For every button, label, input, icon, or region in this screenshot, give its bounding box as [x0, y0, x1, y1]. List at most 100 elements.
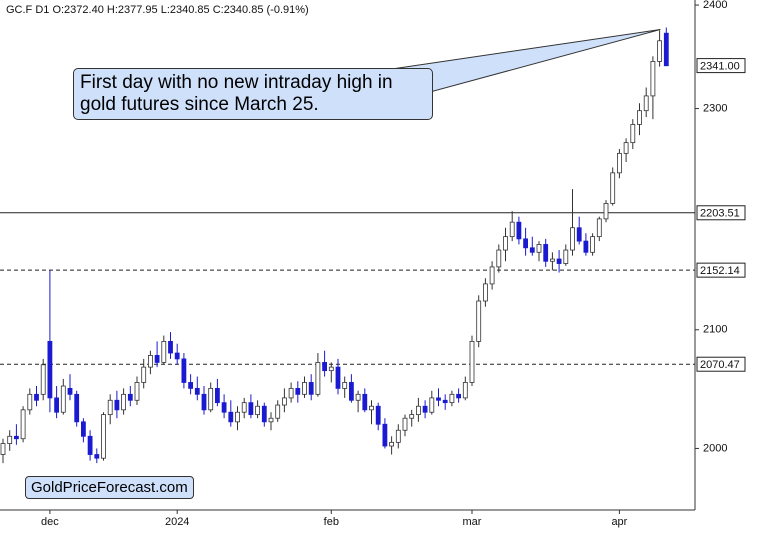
candle-body	[295, 387, 301, 395]
candle-body	[482, 283, 488, 302]
x-tick-label: 2024	[165, 516, 189, 528]
candle-body	[576, 227, 582, 242]
candle-body	[322, 362, 328, 372]
candle-body	[369, 405, 374, 411]
candle-body	[60, 385, 66, 413]
candle-body	[543, 244, 549, 262]
candle-body	[188, 382, 194, 389]
level-label-box	[696, 205, 746, 221]
candle-body	[54, 397, 59, 413]
candle-body	[556, 258, 562, 264]
candle-body	[355, 393, 361, 401]
candle-body	[214, 387, 220, 404]
candle-body	[603, 203, 609, 220]
candle-body	[583, 240, 589, 253]
candle-body	[663, 32, 669, 67]
candle-body	[436, 397, 441, 401]
candle-body	[121, 393, 126, 411]
candle-body	[47, 340, 53, 399]
candle-body	[40, 364, 46, 395]
chart-header: GC.F D1 O:2372.40 H:2377.95 L:2340.85 C:…	[6, 4, 309, 16]
candle-body	[20, 409, 26, 440]
candle-body	[228, 411, 234, 423]
candle-body	[382, 423, 388, 447]
candle-body	[623, 142, 629, 154]
candle-body	[201, 393, 207, 411]
candle-body	[34, 393, 39, 401]
candle-body	[7, 435, 13, 444]
candle-body	[168, 340, 173, 354]
candle-body	[516, 221, 522, 240]
candle-body	[375, 405, 381, 425]
candle-body	[469, 340, 475, 383]
candle-body	[181, 358, 187, 383]
candle-body	[449, 393, 455, 404]
level-label: 2203.51	[700, 208, 740, 220]
candle-body	[596, 218, 602, 238]
candle-body	[27, 393, 33, 411]
candle-body	[590, 236, 595, 253]
candle-body	[348, 382, 354, 401]
candle-body	[630, 124, 636, 144]
candle-body	[402, 417, 408, 431]
candle-body	[476, 300, 482, 342]
candle-body	[563, 249, 569, 264]
candle-body	[281, 397, 287, 406]
candle-body	[389, 441, 395, 447]
last-price-box	[696, 58, 746, 74]
candle-body	[94, 454, 100, 459]
candle-body	[147, 354, 153, 368]
x-tick-label: dec	[41, 516, 59, 528]
last-price-label: 2341.00	[700, 60, 740, 72]
candle-body	[194, 387, 200, 395]
candle-body	[657, 40, 662, 62]
candle-body	[248, 402, 254, 416]
candle-body	[429, 397, 435, 413]
level-label: 2070.47	[700, 359, 740, 371]
level-label: 2152.14	[700, 265, 740, 277]
candle-body	[174, 352, 180, 360]
candle-body	[395, 429, 401, 443]
candle-body	[503, 236, 508, 251]
candle-body	[509, 221, 515, 238]
candle-body	[81, 421, 86, 437]
candle-body	[0, 443, 6, 455]
candle-body	[161, 340, 167, 363]
candle-body	[617, 152, 622, 174]
candle-body	[141, 366, 147, 383]
candle-body	[328, 366, 334, 372]
candle-body	[643, 95, 649, 112]
level-label-box	[696, 356, 746, 372]
candle-body	[442, 399, 448, 404]
candle-body	[221, 402, 227, 413]
candle-body	[235, 411, 240, 423]
candle-body	[529, 247, 535, 253]
candle-body	[101, 414, 106, 459]
candle-body	[315, 362, 321, 395]
x-tick-label: feb	[324, 516, 339, 528]
candle-body	[302, 382, 307, 395]
candle-body	[87, 435, 93, 455]
candle-body	[456, 393, 462, 399]
candle-body	[523, 238, 528, 249]
candle-body	[241, 402, 247, 413]
candle-body	[335, 366, 341, 389]
y-tick-label: 2100	[703, 324, 727, 336]
candle-body	[261, 405, 267, 423]
candle-body	[208, 387, 214, 411]
candle-body	[308, 382, 314, 395]
level-label-box	[696, 262, 746, 278]
candle-body	[127, 393, 133, 401]
candle-body	[134, 382, 140, 401]
candle-body	[288, 387, 294, 399]
x-tick-label: apr	[611, 516, 627, 528]
candle-body	[409, 414, 415, 419]
candle-body	[489, 266, 495, 285]
candle-body	[255, 405, 261, 416]
candle-body	[342, 382, 348, 389]
y-tick-label: 2000	[703, 442, 727, 454]
candle-body	[570, 227, 575, 251]
annotation: First day with no new intraday high in g…	[73, 68, 433, 120]
